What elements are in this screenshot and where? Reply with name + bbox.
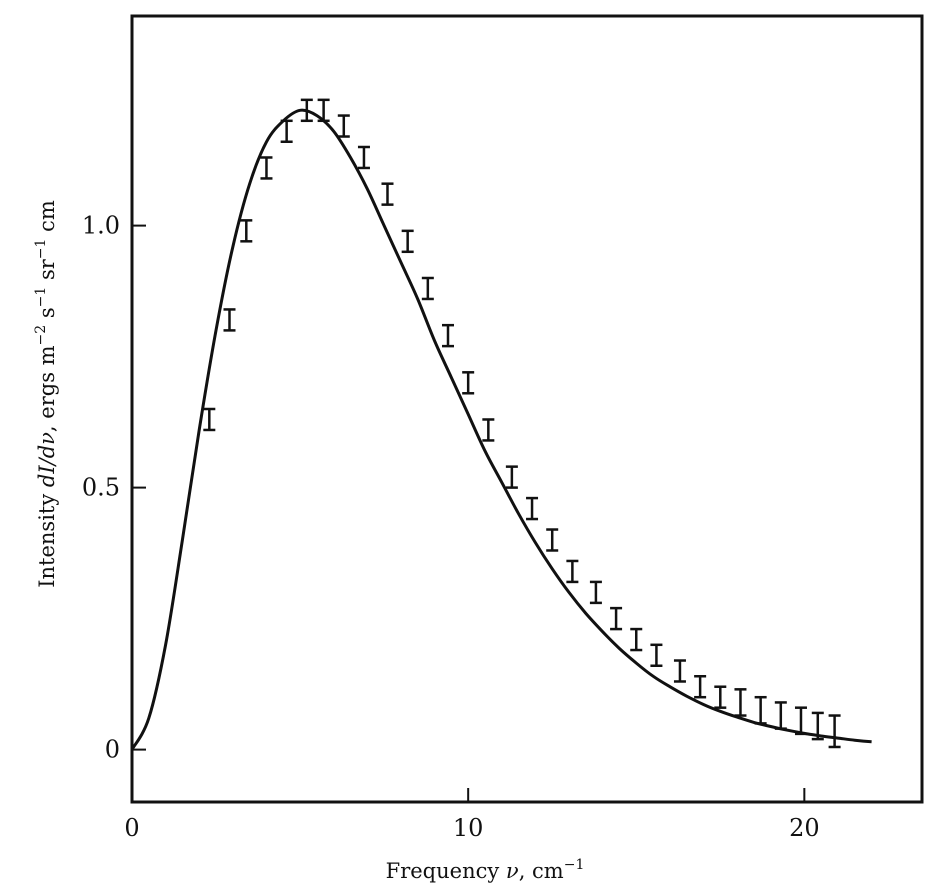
y-tick-label: 0.5	[82, 474, 120, 502]
ticks	[131, 224, 806, 802]
error-bar	[794, 706, 807, 736]
x-axis-title-symbol: ν	[506, 859, 519, 883]
error-bar	[300, 98, 313, 123]
error-bar	[811, 711, 824, 741]
error-bar	[505, 465, 518, 489]
y-axis-title-expr: dI/dν	[35, 432, 59, 487]
error-bar	[203, 407, 216, 432]
error-bar	[630, 627, 643, 652]
error-bar	[828, 714, 841, 749]
series-line	[130, 108, 872, 751]
y-axis-title-exp2: −1	[33, 287, 49, 308]
error-bar	[610, 606, 623, 631]
plot-frame	[130, 14, 924, 804]
error-bar	[240, 219, 253, 243]
error-bar	[337, 114, 350, 138]
error-bar	[381, 182, 394, 206]
error-bar	[650, 643, 663, 668]
error-bar	[694, 674, 707, 699]
y-axis-title-exp1: −2	[33, 325, 49, 346]
y-tick-label: 1.0	[82, 212, 120, 240]
y-axis-title-prefix: Intensity	[35, 487, 59, 588]
x-axis-title-exponent: −1	[564, 857, 585, 873]
error-bar	[482, 418, 495, 442]
x-axis-title-suffix: , cm	[519, 859, 564, 883]
error-bar	[546, 528, 559, 552]
error-bar	[714, 685, 727, 709]
error-bar	[754, 695, 767, 725]
error-bar	[462, 371, 475, 395]
error-bar	[526, 496, 539, 521]
error-bar	[589, 580, 602, 605]
error-bar	[317, 98, 330, 123]
error-bar	[442, 323, 454, 348]
error-bar	[421, 276, 434, 301]
y-axis-title-sr: sr	[35, 258, 59, 286]
error-bar	[223, 308, 236, 332]
error-bar	[260, 156, 273, 180]
error-bar	[357, 145, 370, 170]
error-bars	[203, 98, 841, 749]
y-axis-title-tail: cm	[35, 200, 59, 238]
x-tick-label: 20	[789, 814, 820, 842]
error-bar	[734, 688, 747, 717]
y-axis-title-exp3: −1	[33, 239, 49, 260]
error-bar	[280, 119, 293, 144]
x-tick-label: 0	[124, 814, 139, 842]
tick-labels: 0 10 20 0 0.5 1.0	[82, 212, 820, 842]
y-axis-title-middle: , ergs m	[35, 345, 59, 432]
error-bar	[401, 229, 414, 254]
y-tick-label: 0	[105, 736, 120, 764]
y-axis-title-s: s	[35, 307, 59, 324]
x-axis-title: Frequency ν, cm−1	[386, 857, 585, 883]
x-axis-title-prefix: Frequency	[386, 859, 506, 883]
x-tick-label: 10	[453, 814, 484, 842]
error-bar	[566, 559, 579, 584]
error-bar	[673, 659, 686, 683]
error-bar	[774, 701, 787, 730]
y-axis-title: Intensity dI/dν, ergs m−2 s−1 sr−1 cm	[33, 200, 59, 588]
